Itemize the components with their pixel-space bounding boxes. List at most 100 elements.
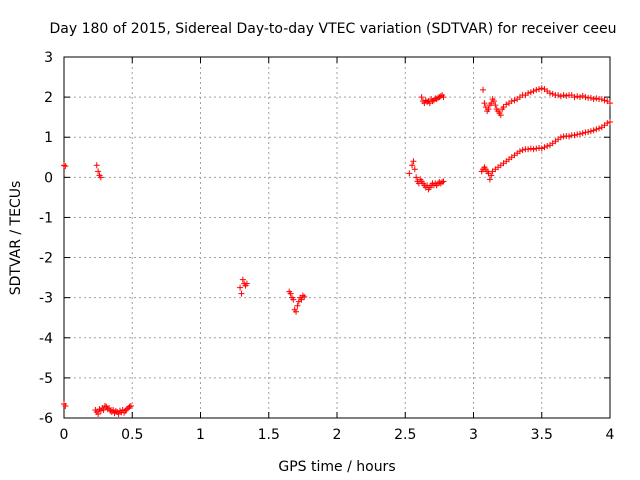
data-point <box>579 92 586 99</box>
data-point <box>607 118 613 125</box>
data-point <box>299 292 306 299</box>
data-point <box>587 94 594 101</box>
x-tick-label: 0 <box>60 427 69 443</box>
data-point <box>418 94 425 101</box>
y-tick-label: -1 <box>39 210 53 226</box>
data-point <box>557 93 564 100</box>
data-point <box>500 104 507 111</box>
x-tick-label: 2.5 <box>394 427 416 443</box>
data-point <box>497 112 504 119</box>
data-point <box>243 280 250 287</box>
data-point <box>503 101 510 108</box>
data-point <box>410 158 417 165</box>
y-tick-label: -4 <box>39 331 53 347</box>
y-tick-label: -6 <box>39 411 53 427</box>
data-point <box>587 128 594 135</box>
data-point <box>607 100 613 107</box>
data-point <box>439 179 446 186</box>
data-point <box>585 129 592 136</box>
y-tick-label: -5 <box>39 371 53 387</box>
y-axis-label: SDTVAR / TECUs <box>8 181 24 296</box>
data-point <box>560 92 567 99</box>
data-point <box>62 163 69 170</box>
data-point <box>287 290 294 297</box>
data-point <box>127 402 134 409</box>
x-tick-label: 1.5 <box>258 427 280 443</box>
x-tick-label: 1 <box>196 427 205 443</box>
x-axis-label: GPS time / hours <box>278 459 395 475</box>
data-point <box>511 97 518 104</box>
data-point <box>411 166 418 173</box>
data-point <box>555 92 562 99</box>
data-point <box>95 410 102 417</box>
data-point <box>566 133 573 140</box>
data-point <box>519 147 526 154</box>
data-point <box>576 131 583 138</box>
data-point <box>107 407 114 414</box>
data-point <box>488 172 495 179</box>
data-point <box>579 130 586 137</box>
data-point <box>490 98 497 105</box>
data-point <box>298 296 305 303</box>
data-point <box>596 125 603 132</box>
data-point <box>527 145 534 152</box>
data-point <box>544 143 551 150</box>
data-point <box>590 96 597 103</box>
y-tick-label: 1 <box>44 130 53 146</box>
y-tick-label: -2 <box>39 251 53 267</box>
data-point <box>582 94 589 101</box>
data-point <box>590 127 597 134</box>
data-points <box>61 85 613 417</box>
data-point <box>549 90 556 97</box>
data-point <box>593 126 600 133</box>
data-point <box>293 308 300 315</box>
data-point <box>571 132 578 139</box>
data-point <box>437 93 444 100</box>
data-point <box>571 94 578 101</box>
data-point <box>530 88 537 95</box>
data-point <box>593 95 600 102</box>
x-tick-label: 3.5 <box>531 427 553 443</box>
data-point <box>480 86 487 93</box>
x-tick-label: 3 <box>469 427 478 443</box>
x-tick-label: 2 <box>333 427 342 443</box>
data-point <box>530 146 537 153</box>
data-point <box>440 178 447 185</box>
data-point <box>62 402 69 409</box>
data-point <box>239 276 246 283</box>
data-point <box>106 404 113 411</box>
data-point <box>481 100 488 107</box>
data-point <box>440 94 447 101</box>
data-point <box>536 86 543 93</box>
data-point <box>516 148 523 155</box>
data-point <box>574 93 581 100</box>
x-tick-label: 0.5 <box>121 427 143 443</box>
data-point <box>290 296 297 303</box>
data-point <box>538 145 545 152</box>
x-tick-label: 4 <box>606 427 615 443</box>
data-point <box>409 162 416 169</box>
data-point <box>406 170 413 177</box>
y-tick-label: 0 <box>44 170 53 186</box>
data-point <box>97 407 104 414</box>
grid-lines <box>64 57 610 418</box>
data-point <box>421 100 428 107</box>
data-point <box>527 89 534 96</box>
data-point <box>119 406 126 413</box>
data-point <box>538 85 545 92</box>
data-point <box>485 106 492 113</box>
data-point <box>294 302 301 309</box>
data-point <box>525 90 532 97</box>
data-point <box>424 98 431 105</box>
data-point <box>301 293 308 300</box>
data-point <box>101 402 108 409</box>
data-point <box>97 174 104 181</box>
data-point <box>525 146 532 153</box>
data-point <box>237 284 244 291</box>
data-point <box>492 102 499 109</box>
axis-ticks: 0 0.5 1 1.5 2 2.5 3 3.5 4 -6 -5 -4 -3 -2 -1 0 1 2 3 <box>39 50 615 443</box>
y-tick-label: 3 <box>44 50 53 66</box>
y-tick-label: -3 <box>39 291 53 307</box>
data-point <box>604 120 611 127</box>
